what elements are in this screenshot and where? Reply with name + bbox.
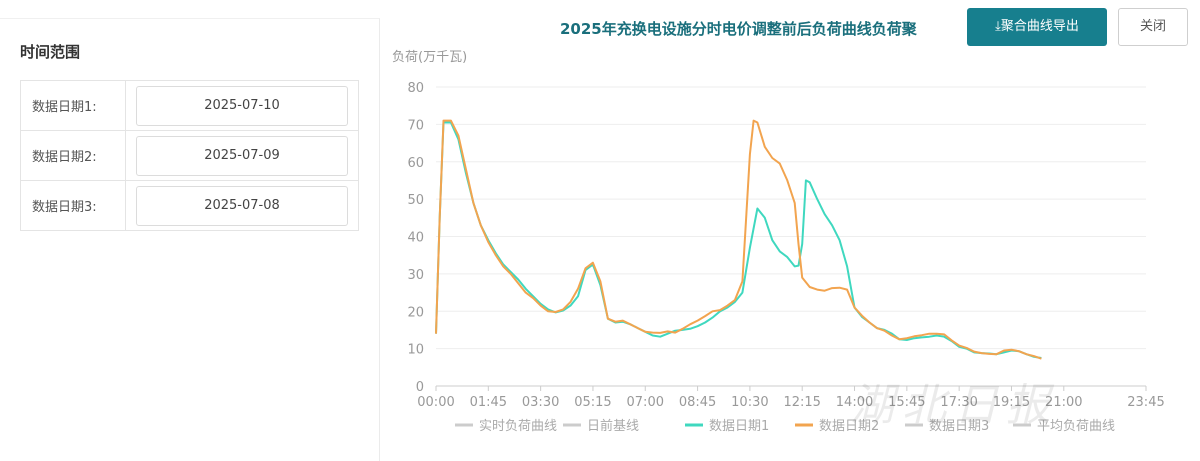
y-tick-label: 10 bbox=[407, 343, 424, 358]
series-line-2 bbox=[435, 119, 1042, 360]
date-label-1: 数据日期1: bbox=[20, 80, 126, 131]
y-tick-label: 40 bbox=[407, 231, 424, 246]
x-tick-label: 01:45 bbox=[470, 395, 507, 410]
date-input-2[interactable]: 2025-07-09 bbox=[136, 135, 348, 176]
legend-label: 日前基线 bbox=[587, 418, 639, 434]
date-row-2: 数据日期2: 2025-07-09 bbox=[20, 130, 359, 181]
x-tick-label: 03:30 bbox=[522, 395, 559, 410]
y-tick-label: 20 bbox=[407, 305, 424, 320]
x-tick-label: 00:00 bbox=[417, 395, 454, 410]
date-label-3: 数据日期3: bbox=[20, 180, 126, 231]
chart-title: 2025年充换电设施分时电价调整前后负荷曲线负荷聚 bbox=[560, 20, 917, 38]
date-input-1[interactable]: 2025-07-10 bbox=[136, 85, 348, 126]
date-range-table: 数据日期1: 2025-07-10 数据日期2: 2025-07-09 数据日期… bbox=[20, 80, 359, 231]
y-tick-label: 50 bbox=[407, 193, 424, 208]
legend-label: 实时负荷曲线 bbox=[479, 419, 557, 434]
x-tick-label: 14:00 bbox=[836, 395, 873, 410]
y-tick-label: 70 bbox=[407, 118, 424, 133]
legend-label: 数据日期3 bbox=[929, 419, 989, 434]
y-tick-label: 0 bbox=[416, 380, 424, 395]
load-curve-chart: 负荷(万千瓦) 0 10 20 30 40 50 60 70 80 00:00 01:45 03:30 0… bbox=[392, 50, 1165, 434]
watermark-text: 湖北日报 bbox=[850, 380, 1058, 431]
date-row-3: 数据日期3: 2025-07-08 bbox=[20, 180, 359, 231]
time-range-panel: 时间范围 数据日期1: 2025-07-10 数据日期2: 2025-07-09… bbox=[0, 18, 380, 461]
x-tick-label: 12:15 bbox=[783, 395, 820, 410]
x-tick-label: 21:00 bbox=[1045, 395, 1082, 410]
x-tick-label: 23:45 bbox=[1127, 395, 1164, 410]
series-line-1 bbox=[435, 121, 1042, 359]
x-tick-label: 08:45 bbox=[679, 395, 716, 410]
x-tick-label: 19:15 bbox=[993, 395, 1030, 410]
legend-label: 数据日期1 bbox=[709, 419, 769, 434]
y-axis-label: 负荷(万千瓦) bbox=[392, 50, 467, 65]
x-tick-label: 10:30 bbox=[731, 395, 768, 410]
date-row-1: 数据日期1: 2025-07-10 bbox=[20, 80, 359, 131]
close-button[interactable]: 关闭 bbox=[1118, 8, 1188, 46]
time-range-title: 时间范围 bbox=[20, 43, 81, 61]
y-tick-label: 60 bbox=[407, 156, 424, 171]
legend-label: 平均负荷曲线 bbox=[1037, 419, 1115, 434]
x-tick-label: 07:00 bbox=[627, 395, 664, 410]
x-tick-label: 17:30 bbox=[940, 395, 977, 410]
date-input-3[interactable]: 2025-07-08 bbox=[136, 185, 348, 226]
y-tick-label: 30 bbox=[407, 268, 424, 283]
date-label-2: 数据日期2: bbox=[20, 130, 126, 181]
y-tick-label: 80 bbox=[407, 81, 424, 96]
export-curve-button[interactable]: ⤓聚合曲线导出 bbox=[967, 8, 1107, 46]
x-tick-label: 05:15 bbox=[574, 395, 611, 410]
legend-label: 数据日期2 bbox=[819, 419, 879, 434]
x-tick-label: 15:45 bbox=[888, 395, 925, 410]
